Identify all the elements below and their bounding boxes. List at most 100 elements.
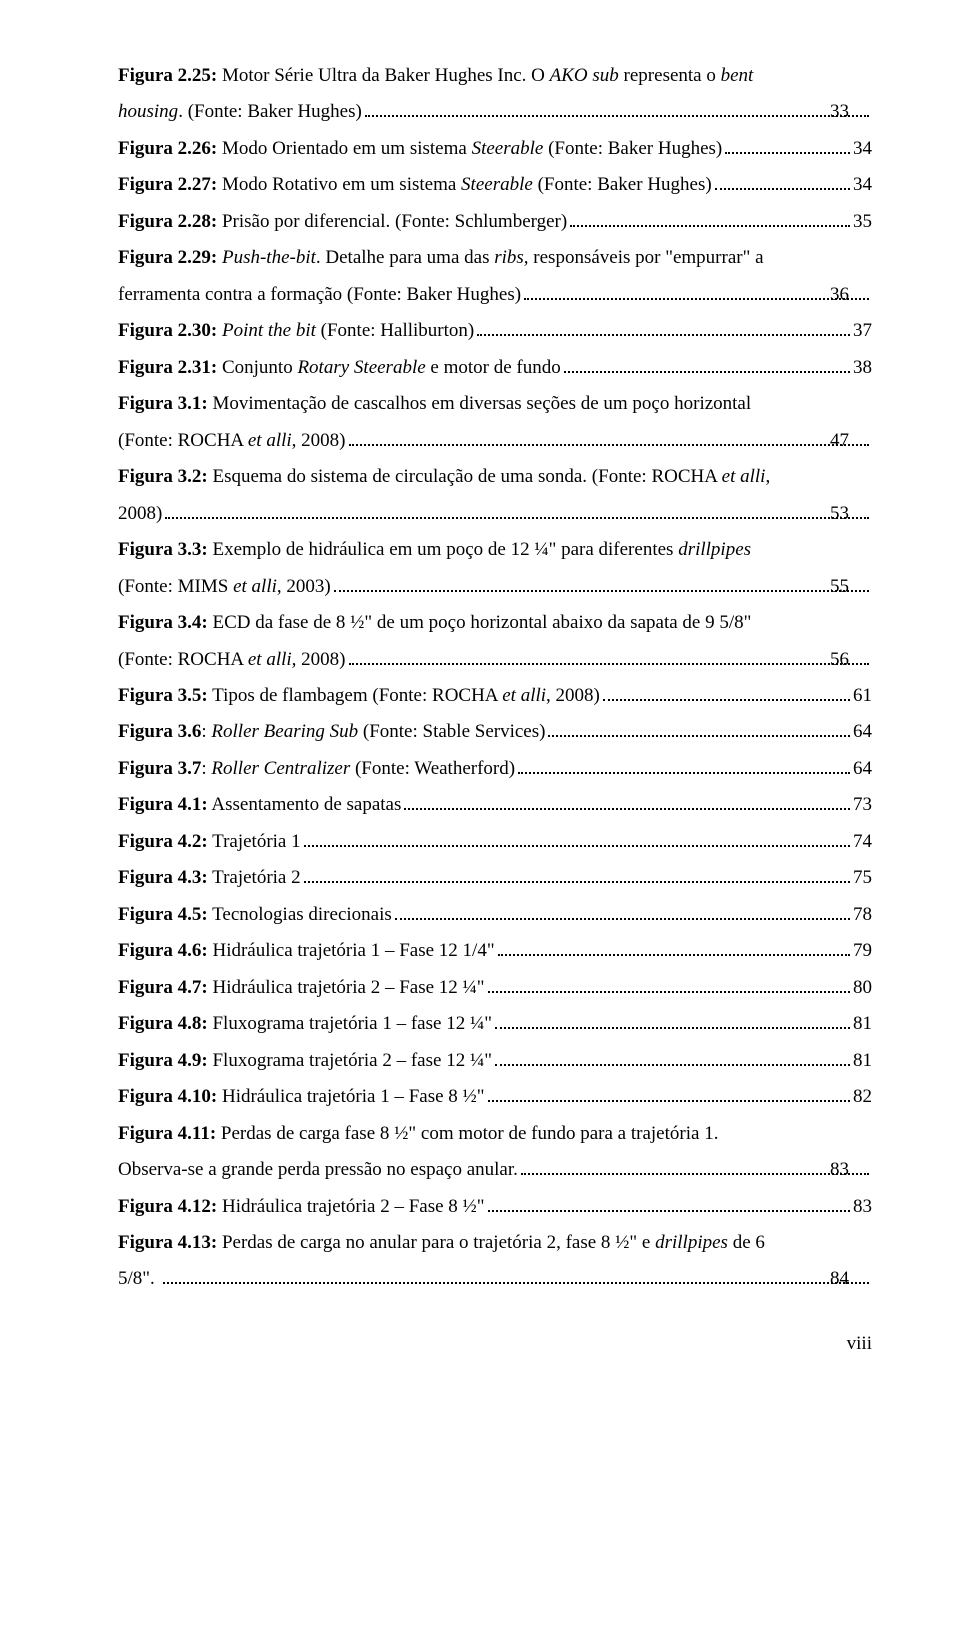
entry-page: 64 — [853, 714, 872, 750]
entry-page: 81 — [853, 1043, 872, 1079]
leader-dots — [495, 1050, 850, 1066]
figure-entry-line: Figura 4.10: Hidráulica trajetória 1 – F… — [118, 1079, 872, 1115]
figure-entry-line: Figura 4.1: Assentamento de sapatas 73 — [118, 787, 872, 823]
figure-entry-line: (Fonte: ROCHA et alli, 2008)47 — [118, 423, 872, 459]
entry-page: 73 — [853, 787, 872, 823]
entry-page: 38 — [853, 350, 872, 386]
leader-dots — [488, 977, 850, 993]
leader-dots — [524, 284, 869, 300]
entry-page: 37 — [853, 313, 872, 349]
figure-entry-line: Figura 4.3: Trajetória 2 75 — [118, 860, 872, 896]
leader-dots — [304, 867, 850, 883]
entry-text: Figura 2.27: Modo Rotativo em um sistema… — [118, 167, 712, 203]
leader-dots — [518, 758, 850, 774]
entry-text: Figura 3.7: Roller Centralizer (Fonte: W… — [118, 751, 515, 787]
entry-text: ferramenta contra a formação (Fonte: Bak… — [160, 277, 521, 313]
page-number: viii — [118, 1326, 872, 1362]
leader-dots — [304, 831, 850, 847]
entry-text: Figura 4.5: Tecnologias direcionais — [118, 897, 392, 933]
figure-entry-line: Figura 4.5: Tecnologias direcionais 78 — [118, 897, 872, 933]
entry-text: Figura 2.30: Point the bit (Fonte: Halli… — [118, 313, 474, 349]
figure-entry-line: 2008)53 — [118, 496, 872, 532]
leader-dots — [715, 174, 850, 190]
entry-page: 82 — [853, 1079, 872, 1115]
leader-dots — [548, 721, 850, 737]
entry-page: 83 — [853, 1189, 872, 1225]
figure-entry-line: Figura 2.30: Point the bit (Fonte: Halli… — [118, 313, 872, 349]
entry-text: housing. (Fonte: Baker Hughes) — [160, 94, 362, 130]
entry-page: 34 — [853, 167, 872, 203]
figure-entry-line: (Fonte: MIMS et alli, 2003)55 — [118, 569, 872, 605]
entry-text: Figura 4.3: Trajetória 2 — [118, 860, 301, 896]
entry-page: 74 — [853, 824, 872, 860]
leader-dots — [365, 101, 869, 117]
entry-text: (Fonte: MIMS et alli, 2003) — [160, 569, 331, 605]
leader-dots — [395, 904, 850, 920]
figure-entry-line: Figura 2.29: Push-the-bit. Detalhe para … — [118, 240, 872, 276]
leader-dots — [349, 648, 870, 664]
entry-text: Figura 4.9: Fluxograma trajetória 2 – fa… — [118, 1043, 492, 1079]
figure-entry-line: Figura 4.11: Perdas de carga fase 8 ½" c… — [118, 1116, 872, 1152]
entry-text: Figura 4.1: Assentamento de sapatas — [118, 787, 401, 823]
entry-text: Figura 2.31: Conjunto Rotary Steerable e… — [118, 350, 561, 386]
entry-text: Figura 3.6: Roller Bearing Sub (Fonte: S… — [118, 714, 545, 750]
entry-text: Figura 4.7: Hidráulica trajetória 2 – Fa… — [118, 970, 485, 1006]
figure-entry-line: Figura 4.13: Perdas de carga no anular p… — [118, 1225, 872, 1261]
entry-text: (Fonte: ROCHA et alli, 2008) — [160, 642, 346, 678]
entry-page: 34 — [853, 131, 872, 167]
entry-text: Figura 4.10: Hidráulica trajetória 1 – F… — [118, 1079, 485, 1115]
entry-text: Figura 4.8: Fluxograma trajetória 1 – fa… — [118, 1006, 492, 1042]
figure-entry-line: Figura 2.25: Motor Série Ultra da Baker … — [118, 58, 872, 94]
figure-entry-line: Figura 2.28: Prisão por diferencial. (Fo… — [118, 204, 872, 240]
leader-dots — [488, 1086, 850, 1102]
figure-entry-line: Figura 4.2: Trajetória 1 74 — [118, 824, 872, 860]
leader-dots — [498, 940, 850, 956]
leader-dots — [495, 1013, 850, 1029]
leader-dots — [603, 685, 850, 701]
entry-text: Figura 2.26: Modo Orientado em um sistem… — [118, 131, 722, 167]
entry-text: Figura 4.12: Hidráulica trajetória 2 – F… — [118, 1189, 485, 1225]
entry-page: 75 — [853, 860, 872, 896]
figure-entry-line: Figura 4.7: Hidráulica trajetória 2 – Fa… — [118, 970, 872, 1006]
leader-dots — [725, 138, 850, 154]
figure-entry-line: Figura 3.7: Roller Centralizer (Fonte: W… — [118, 751, 872, 787]
figure-entry-line: Figura 4.9: Fluxograma trajetória 2 – fa… — [118, 1043, 872, 1079]
figure-entry-line: Observa-se a grande perda pressão no esp… — [118, 1152, 872, 1188]
figure-entry-line: Figura 4.8: Fluxograma trajetória 1 – fa… — [118, 1006, 872, 1042]
leader-dots — [349, 430, 870, 446]
figure-entry-line: Figura 3.3: Exemplo de hidráulica em um … — [118, 532, 872, 568]
figure-entry-line: Figura 4.6: Hidráulica trajetória 1 – Fa… — [118, 933, 872, 969]
entry-page: 79 — [853, 933, 872, 969]
figure-entry-line: Figura 3.5: Tipos de flambagem (Fonte: R… — [118, 678, 872, 714]
leader-dots — [564, 357, 850, 373]
entry-text: Observa-se a grande perda pressão no esp… — [160, 1152, 518, 1188]
entry-page: 61 — [853, 678, 872, 714]
entry-page: 81 — [853, 1006, 872, 1042]
entry-text: Figura 3.5: Tipos de flambagem (Fonte: R… — [118, 678, 600, 714]
entry-page: 78 — [853, 897, 872, 933]
figure-entry-line: Figura 2.26: Modo Orientado em um sistem… — [118, 131, 872, 167]
leader-dots — [163, 1268, 869, 1284]
figure-entry-line: Figura 2.27: Modo Rotativo em um sistema… — [118, 167, 872, 203]
entry-text: Figura 2.28: Prisão por diferencial. (Fo… — [118, 204, 567, 240]
figure-entry-line: (Fonte: ROCHA et alli, 2008)56 — [118, 642, 872, 678]
figure-entry-line: housing. (Fonte: Baker Hughes)33 — [118, 94, 872, 130]
leader-dots — [488, 1195, 850, 1211]
entry-text: Figura 4.2: Trajetória 1 — [118, 824, 301, 860]
figure-entry-line: Figura 3.4: ECD da fase de 8 ½" de um po… — [118, 605, 872, 641]
entry-text: 2008) — [160, 496, 162, 532]
entry-text: Figura 4.6: Hidráulica trajetória 1 – Fa… — [118, 933, 495, 969]
entry-page: 64 — [853, 751, 872, 787]
leader-dots — [477, 320, 850, 336]
figure-entry-line: Figura 3.6: Roller Bearing Sub (Fonte: S… — [118, 714, 872, 750]
figure-entry-line: 5/8".84 — [118, 1261, 872, 1297]
figure-entry-line: Figura 4.12: Hidráulica trajetória 2 – F… — [118, 1189, 872, 1225]
figure-entry-line: Figura 2.31: Conjunto Rotary Steerable e… — [118, 350, 872, 386]
leader-dots — [404, 794, 850, 810]
list-of-figures: Figura 2.25: Motor Série Ultra da Baker … — [118, 58, 872, 1298]
figure-entry-line: Figura 3.2: Esquema do sistema de circul… — [118, 459, 872, 495]
entry-page: 35 — [853, 204, 872, 240]
figure-entry-line: Figura 3.1: Movimentação de cascalhos em… — [118, 386, 872, 422]
leader-dots — [334, 575, 869, 591]
leader-dots — [570, 211, 850, 227]
